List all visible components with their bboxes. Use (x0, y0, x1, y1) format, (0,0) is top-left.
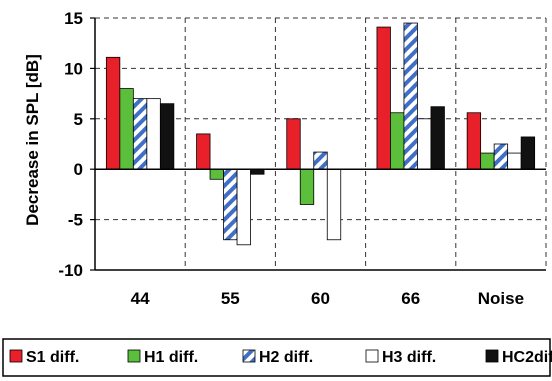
bar-h1-diff--55 (209, 168, 224, 180)
legend-swatch (127, 349, 141, 363)
legend-label: H1 diff. (144, 349, 198, 366)
bar-h1-diff--66 (390, 112, 405, 170)
legend-label: S1 diff. (26, 349, 79, 366)
bar-h1-diff--noise (480, 152, 495, 170)
legend-label: HC2diff. (502, 349, 552, 366)
legend-swatch (9, 349, 23, 363)
bar-h1-diff--44 (119, 88, 134, 170)
bar-hc2diff--noise (520, 136, 536, 170)
legend-box (2, 338, 551, 377)
tick-labels: -10 -5 0 5 10 15 44 55 60 66 Noise (58, 9, 524, 308)
bar-h2-diff--60 (313, 151, 328, 170)
bar-h3-diff--noise (507, 152, 522, 170)
bar-s1-diff--44 (105, 56, 121, 170)
legend-swatch (365, 349, 379, 363)
bar-hc2diff--55 (250, 168, 265, 175)
bar-h2-diff--55 (223, 168, 238, 241)
bar-h1-diff--60 (299, 168, 315, 205)
y-tick-label: -10 (58, 261, 83, 280)
x-tick-label: 55 (221, 289, 240, 308)
bar-hc2diff--44 (159, 103, 175, 170)
bars (105, 22, 536, 246)
legend-label: H3 diff. (382, 349, 436, 366)
y-tick-label: 10 (64, 59, 83, 78)
x-tick-label: 44 (131, 289, 150, 308)
bar-hc2diff--66 (430, 106, 445, 170)
legend-swatch (485, 349, 499, 363)
y-axis-label: Decrease in SPL [dB] (23, 54, 42, 226)
bar-h3-diff--44 (146, 98, 161, 170)
bar-s1-diff--66 (376, 26, 391, 170)
bar-s1-diff--55 (196, 133, 211, 170)
bar-h2-diff--noise (493, 143, 509, 170)
bar-h3-diff--60 (326, 168, 342, 241)
bar-h2-diff--44 (132, 98, 148, 170)
legend-label: H2 diff. (259, 349, 313, 366)
bar-s1-diff--60 (286, 118, 301, 170)
legend: S1 diff. H1 diff. H2 diff. H3 diff. HC2diff. (2, 338, 552, 377)
x-tick-label: Noise (478, 289, 524, 308)
bar-h3-diff--66 (417, 118, 432, 170)
bar-h3-diff--55 (236, 168, 251, 246)
y-tick-label: 5 (74, 110, 83, 129)
axes (90, 17, 546, 271)
x-tick-label: 60 (311, 289, 330, 308)
legend-swatch (242, 349, 256, 363)
y-tick-label: 15 (64, 9, 83, 28)
bar-h2-diff--66 (403, 22, 418, 170)
bar-s1-diff--noise (466, 112, 482, 170)
y-tick-label: 0 (74, 160, 83, 179)
y-tick-label: -5 (68, 211, 83, 230)
x-tick-label: 66 (401, 289, 420, 308)
